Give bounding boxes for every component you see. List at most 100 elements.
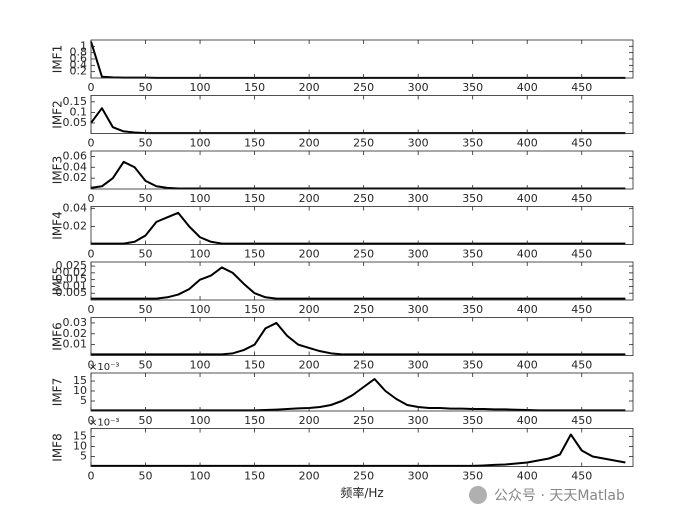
x-tick-label: 150 xyxy=(244,359,265,372)
x-tick-label: 400 xyxy=(517,137,538,150)
x-tick-label: 400 xyxy=(517,359,538,372)
x-tick-label: 100 xyxy=(190,81,211,94)
x-tick-label: 400 xyxy=(517,303,538,316)
x-tick-label: 250 xyxy=(353,470,374,483)
spectrum-line xyxy=(90,160,626,190)
x-tick-label: 250 xyxy=(353,137,374,150)
x-axis-label: 频率/Hz xyxy=(340,485,383,500)
x-tick-label: 350 xyxy=(462,137,483,150)
y-tick-label: 0.02 xyxy=(63,171,88,184)
x-tick-label: 100 xyxy=(190,359,211,372)
x-tick-label: 150 xyxy=(244,137,265,150)
x-tick-label: 350 xyxy=(462,470,483,483)
subplot: 0 50 100 150 200 250 300 350 400 450 0.050.10.15IM… xyxy=(51,95,634,150)
x-tick-label: 0 xyxy=(88,303,95,316)
y-tick-label: 0.02 xyxy=(63,327,88,340)
x-tick-label: 200 xyxy=(299,470,320,483)
x-tick-label: 0 xyxy=(88,248,95,261)
x-tick-label: 250 xyxy=(353,192,374,205)
spectrum-line xyxy=(91,321,626,356)
x-tick-label: 0 xyxy=(88,192,95,205)
x-tick-label: 150 xyxy=(244,470,265,483)
x-tick-label: 150 xyxy=(244,192,265,205)
x-tick-label: 450 xyxy=(571,192,592,205)
x-tick-label: 0 xyxy=(88,414,95,427)
x-tick-label: 300 xyxy=(408,137,429,150)
axes-box xyxy=(90,428,634,467)
y-tick-label: 0.02 xyxy=(63,266,88,279)
x-tick-label: 350 xyxy=(462,192,483,205)
y-tick-label: 0.8 xyxy=(70,46,88,59)
x-tick-label: 0 xyxy=(88,359,95,372)
axes-box xyxy=(90,317,634,356)
x-tick-label: 50 xyxy=(139,414,153,427)
spectrum-line xyxy=(91,378,626,412)
axes-box xyxy=(90,150,634,190)
y-tick-label: 0.01 xyxy=(63,279,88,292)
x-tick-label: 400 xyxy=(517,81,538,94)
x-tick-label: 50 xyxy=(139,137,153,150)
y-tick-label: 5 xyxy=(80,394,87,407)
x-tick-label: 450 xyxy=(571,303,592,316)
watermark-icon xyxy=(469,486,487,504)
y-axis-label: IMF6 xyxy=(51,322,65,350)
x-tick-label: 400 xyxy=(517,470,538,483)
y-tick-label: 0.1 xyxy=(70,105,88,118)
x-tick-label: 50 xyxy=(139,470,153,483)
x-tick-label: 100 xyxy=(190,137,211,150)
x-tick-label: 50 xyxy=(139,192,153,205)
x-tick-label: 150 xyxy=(244,303,265,316)
x-tick-label: 50 xyxy=(139,303,153,316)
y-tick-label: 0.04 xyxy=(63,160,88,173)
axes-box xyxy=(90,372,634,412)
x-tick-label: 200 xyxy=(299,414,320,427)
x-tick-label: 0 xyxy=(88,81,95,94)
y-axis-label: IMF3 xyxy=(51,156,65,184)
x-tick-label: 400 xyxy=(517,192,538,205)
spectrum-line xyxy=(91,433,626,467)
y-tick-label: 0.2 xyxy=(70,65,88,78)
x-tick-label: 0 xyxy=(88,470,95,483)
spectrum-line xyxy=(90,107,626,135)
x-tick-label: 450 xyxy=(571,470,592,483)
x-tick-label: 300 xyxy=(408,359,429,372)
x-tick-label: 300 xyxy=(408,248,429,261)
x-tick-label: 200 xyxy=(299,303,320,316)
y-tick-label: 0.05 xyxy=(63,116,88,129)
x-tick-label: 450 xyxy=(571,137,592,150)
axes-box xyxy=(90,261,634,301)
y-tick-label: 1 xyxy=(80,39,87,52)
y-axis-label: IMF1 xyxy=(51,45,65,73)
y-axis-label: IMF2 xyxy=(51,100,65,128)
x-tick-label: 50 xyxy=(139,81,153,94)
x-tick-label: 200 xyxy=(299,137,320,150)
x-tick-label: 250 xyxy=(353,248,374,261)
x-tick-label: 300 xyxy=(408,470,429,483)
x-tick-label: 300 xyxy=(408,192,429,205)
y-tick-label: 15 xyxy=(73,430,87,443)
x-tick-label: 400 xyxy=(517,248,538,261)
x-tick-label: 150 xyxy=(244,248,265,261)
x-tick-label: 400 xyxy=(517,414,538,427)
spectrum-line xyxy=(91,211,626,245)
watermark: 公众号 · 天天Matlab xyxy=(469,486,625,504)
y-tick-label: 10 xyxy=(73,384,87,397)
x-tick-label: 100 xyxy=(190,192,211,205)
x-tick-label: 50 xyxy=(139,248,153,261)
x-tick-label: 300 xyxy=(408,303,429,316)
axes-box xyxy=(90,95,634,134)
x-tick-label: 250 xyxy=(353,414,374,427)
y-axis-label: IMF4 xyxy=(51,211,65,239)
subplot: 0 50 100 150 200 250 300 350 400 450 0.0050.010.01… xyxy=(51,259,634,316)
x-tick-label: 150 xyxy=(244,81,265,94)
y-axis-label: IMF7 xyxy=(51,378,65,406)
subplot: 0 50 100 150 200 250 300 350 400 450 0.010.020.03I… xyxy=(51,316,634,372)
y-tick-label: 0.02 xyxy=(63,219,88,232)
x-tick-label: 100 xyxy=(190,470,211,483)
x-tick-label: 450 xyxy=(571,414,592,427)
x-tick-label: 100 xyxy=(190,303,211,316)
